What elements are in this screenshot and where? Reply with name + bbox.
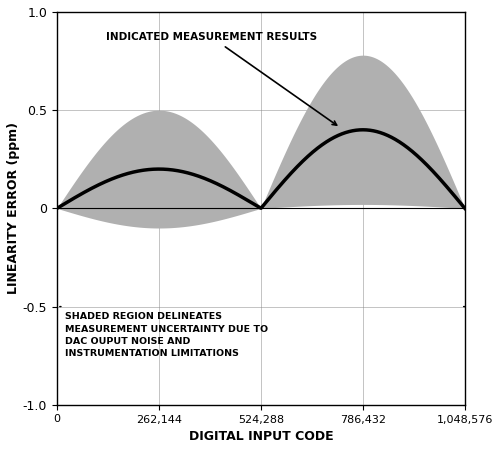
X-axis label: DIGITAL INPUT CODE: DIGITAL INPUT CODE <box>188 430 333 443</box>
Text: SHADED REGION DELINEATES
MEASUREMENT UNCERTAINTY DUE TO
DAC OUPUT NOISE AND
INST: SHADED REGION DELINEATES MEASUREMENT UNC… <box>65 312 268 358</box>
Y-axis label: LINEARITY ERROR (ppm): LINEARITY ERROR (ppm) <box>7 122 20 294</box>
Text: INDICATED MEASUREMENT RESULTS: INDICATED MEASUREMENT RESULTS <box>106 32 336 125</box>
